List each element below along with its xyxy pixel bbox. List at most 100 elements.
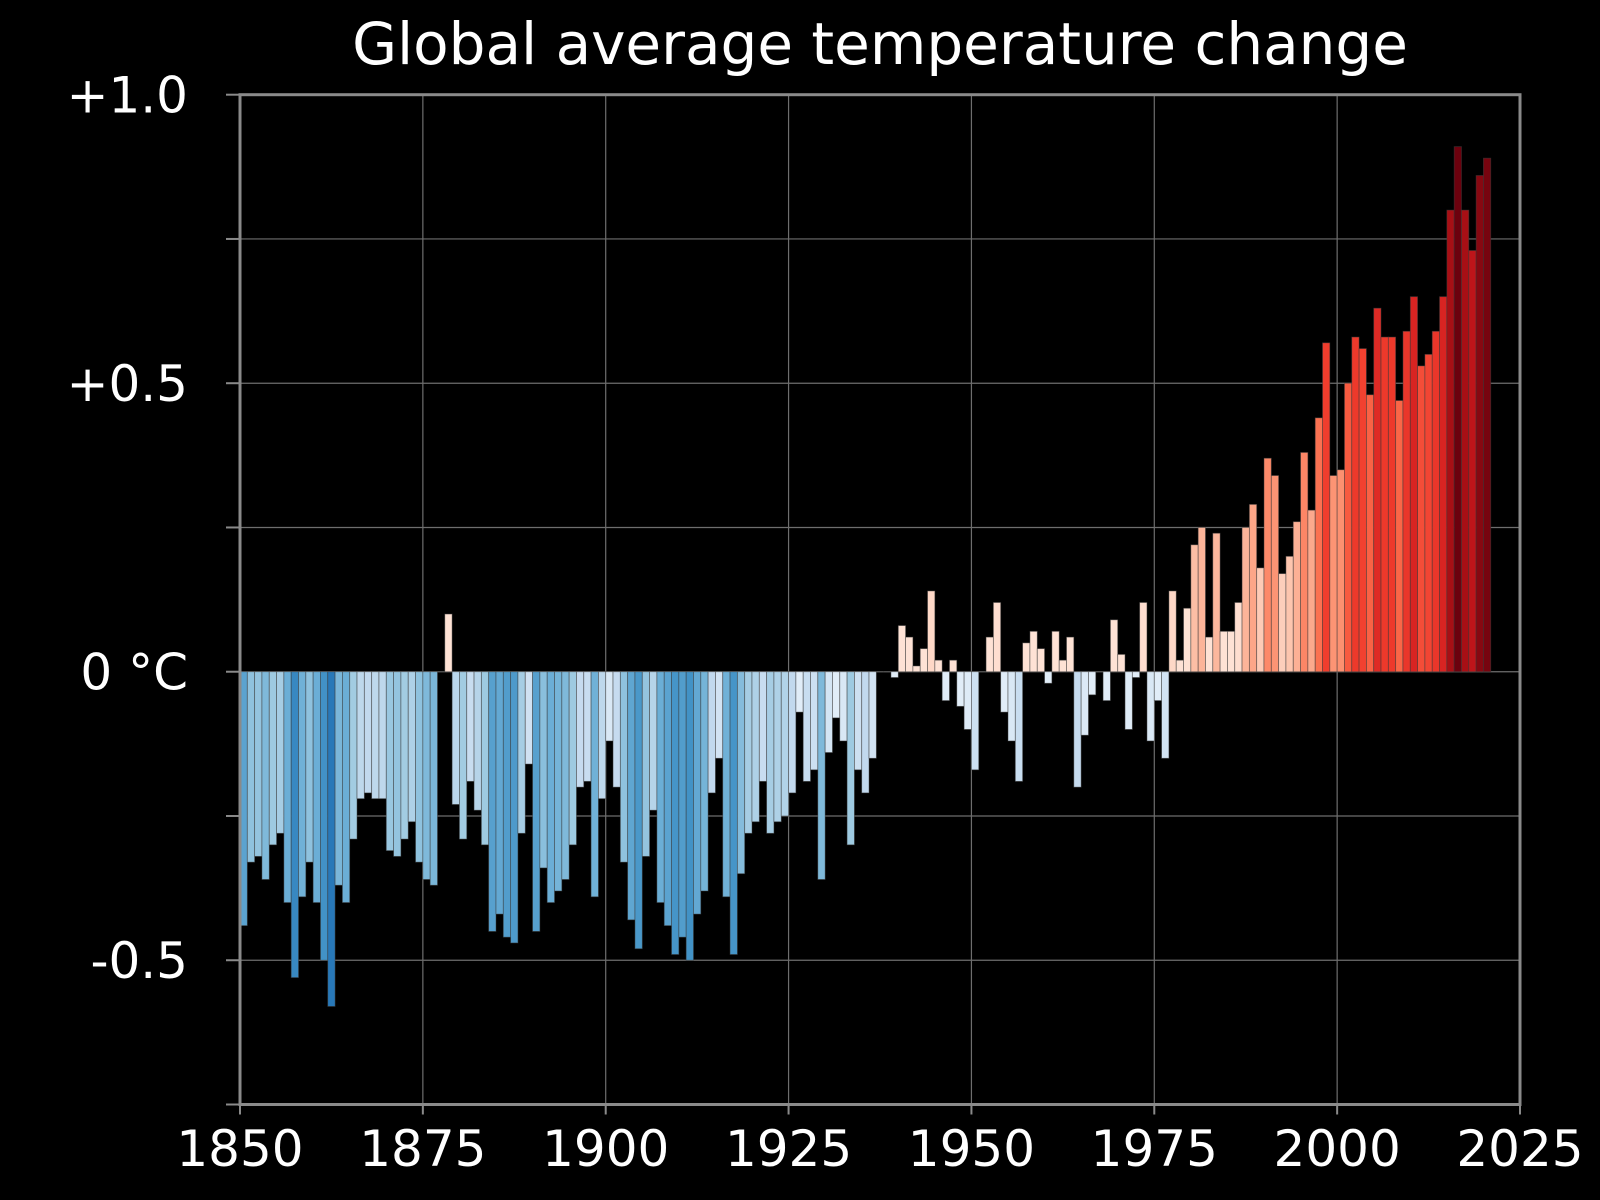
bar-1994 xyxy=(1292,521,1301,673)
bar-1958 xyxy=(1029,630,1038,673)
bar-1957 xyxy=(1022,642,1031,673)
bar-1861 xyxy=(320,671,329,961)
x-axis: 1850 1875 1900 1925 1950 1975 2000 2025 xyxy=(176,1104,1584,1178)
bar-1948 xyxy=(956,671,965,707)
bar-1898 xyxy=(590,671,599,898)
bar-2004 xyxy=(1366,394,1375,673)
bar-2008 xyxy=(1395,400,1404,673)
plot-frame xyxy=(238,93,1522,1106)
bar-1866 xyxy=(356,671,365,800)
bar-1929 xyxy=(817,671,826,880)
bar-2016 xyxy=(1453,146,1462,673)
bar-1909 xyxy=(671,671,680,955)
bar-1876 xyxy=(429,671,438,886)
bar-1912 xyxy=(693,671,702,915)
bar-2009 xyxy=(1402,330,1411,673)
bar-1863 xyxy=(334,671,343,886)
bar-1908 xyxy=(663,671,672,927)
bar-1926 xyxy=(795,671,804,713)
bar-1910 xyxy=(678,671,687,938)
bar-1971 xyxy=(1124,671,1133,730)
bar-1956 xyxy=(1014,671,1024,782)
bar-1932 xyxy=(839,671,848,742)
bar-1878 xyxy=(444,613,453,673)
bar-1857 xyxy=(290,671,299,978)
bar-1998 xyxy=(1322,342,1331,673)
bar-1872 xyxy=(400,671,409,840)
bar-1965 xyxy=(1080,671,1089,736)
bar-1959 xyxy=(1036,648,1045,673)
bar-1993 xyxy=(1285,555,1294,673)
bar-1945 xyxy=(934,659,943,673)
bars xyxy=(239,146,1492,1007)
bar-1889 xyxy=(524,671,533,765)
x-tick-label: 1875 xyxy=(359,1120,486,1178)
bar-1940 xyxy=(897,625,906,673)
bar-1990 xyxy=(1263,457,1272,673)
bar-1995 xyxy=(1300,452,1309,673)
bar-1984 xyxy=(1219,630,1228,673)
bar-1853 xyxy=(261,671,270,880)
bar-1919 xyxy=(744,671,753,834)
bar-1854 xyxy=(268,671,277,846)
bar-1978 xyxy=(1175,659,1184,673)
bar-1873 xyxy=(407,671,416,823)
bar-1942 xyxy=(912,665,921,673)
bar-1884 xyxy=(488,671,497,932)
bar-1902 xyxy=(619,671,629,863)
bar-1981 xyxy=(1197,527,1206,673)
bar-1870 xyxy=(385,671,394,852)
bar-1924 xyxy=(780,671,789,817)
bar-1964 xyxy=(1073,671,1082,788)
bar-1950 xyxy=(971,671,980,771)
bar-1962 xyxy=(1058,659,1067,673)
bar-1895 xyxy=(568,671,577,846)
x-tick-label: 2025 xyxy=(1456,1120,1583,1178)
x-tick-label: 1975 xyxy=(1091,1120,1218,1178)
bar-1996 xyxy=(1307,509,1316,673)
bar-1888 xyxy=(517,671,526,834)
x-tick-label: 1900 xyxy=(542,1120,669,1178)
bar-2013 xyxy=(1431,330,1440,673)
bar-2020 xyxy=(1483,157,1492,673)
bar-1907 xyxy=(656,671,665,903)
bar-1983 xyxy=(1212,532,1221,673)
bar-1952 xyxy=(985,636,994,673)
bar-1963 xyxy=(1066,636,1075,673)
bar-1906 xyxy=(649,671,658,811)
bar-1941 xyxy=(905,636,914,673)
bar-2010 xyxy=(1409,296,1419,673)
bar-1856 xyxy=(283,671,292,903)
bar-2002 xyxy=(1351,336,1360,673)
bar-1972 xyxy=(1131,671,1141,678)
bar-1880 xyxy=(459,671,468,840)
bar-2014 xyxy=(1439,296,1448,673)
bar-1897 xyxy=(583,671,592,782)
bar-1891 xyxy=(539,671,548,869)
bar-1905 xyxy=(641,671,650,857)
bar-1992 xyxy=(1278,573,1287,673)
bar-1874 xyxy=(415,671,424,863)
bar-2015 xyxy=(1446,209,1455,673)
bar-1991 xyxy=(1270,475,1280,673)
bar-1977 xyxy=(1168,590,1177,673)
x-tick-label: 2000 xyxy=(1274,1120,1401,1178)
bar-1899 xyxy=(598,671,607,800)
bar-1973 xyxy=(1139,602,1148,673)
bar-1925 xyxy=(788,671,797,794)
bar-1869 xyxy=(378,671,387,800)
bar-1913 xyxy=(700,671,709,892)
bar-2011 xyxy=(1417,365,1426,673)
bar-1961 xyxy=(1051,630,1060,673)
bar-1851 xyxy=(246,671,256,863)
bar-1923 xyxy=(773,671,782,823)
bar-1852 xyxy=(254,671,263,857)
bar-1936 xyxy=(868,671,877,759)
bar-1975 xyxy=(1153,671,1163,701)
bar-1916 xyxy=(722,671,731,898)
bar-1920 xyxy=(751,671,760,823)
bar-2006 xyxy=(1380,336,1389,673)
bar-1927 xyxy=(802,671,811,782)
bar-1903 xyxy=(627,671,636,921)
